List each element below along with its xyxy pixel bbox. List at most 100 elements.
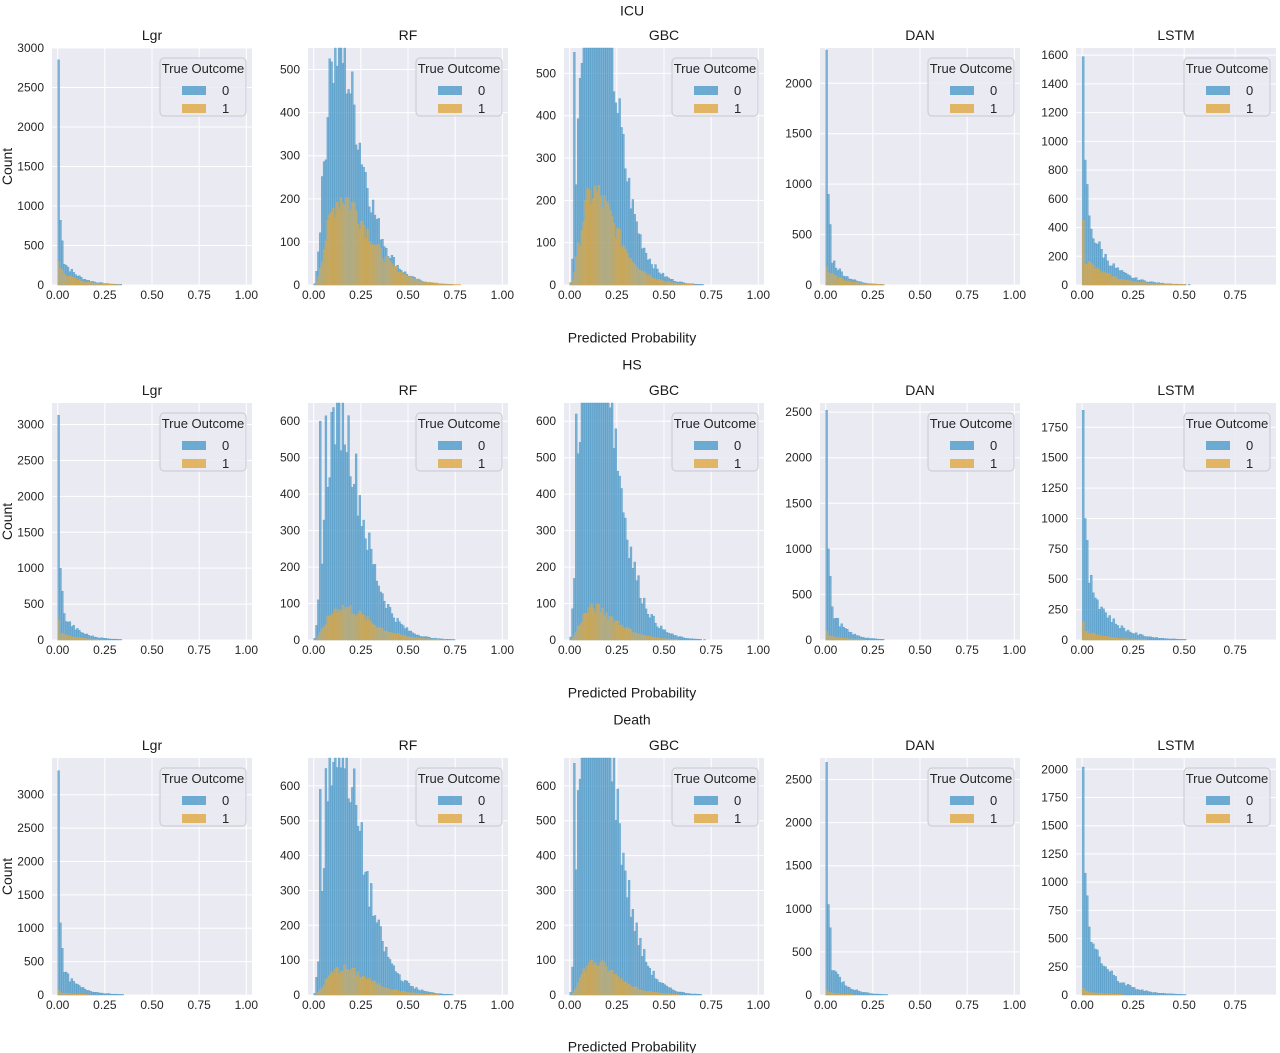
histogram-bar [319, 421, 322, 641]
histogram-bar [882, 994, 885, 996]
histogram-bar [865, 283, 868, 286]
histogram-bar [618, 980, 621, 996]
histogram-bar [421, 281, 424, 286]
y-tick-label: 1000 [785, 902, 812, 916]
histogram-bar [437, 283, 441, 286]
histogram-bar [80, 993, 83, 996]
histogram-bar [859, 283, 862, 286]
histogram-bar [1126, 983, 1130, 996]
histogram-bar [605, 201, 608, 286]
panel-title: RF [399, 737, 418, 753]
y-tick-label: 600 [280, 779, 300, 793]
histogram-bar [648, 274, 651, 286]
y-tick-label: 500 [24, 597, 44, 611]
histogram-bar [618, 624, 621, 641]
histogram-bar [417, 637, 420, 641]
histogram-bar [368, 977, 371, 996]
y-tick-label: 1500 [785, 127, 812, 141]
histogram-bar [322, 868, 326, 996]
histogram-bar [70, 636, 73, 641]
panel-title: DAN [905, 737, 935, 753]
histogram-bar [63, 972, 66, 996]
legend-swatch [950, 814, 974, 823]
histogram-bar [1114, 276, 1118, 286]
legend: True Outcome 0 1 [159, 767, 247, 827]
x-tick-label: 0.50 [396, 643, 420, 657]
histogram-bar [595, 191, 599, 286]
histogram-bar [688, 993, 691, 996]
histogram-bar [1098, 634, 1101, 641]
histogram-bar [660, 638, 663, 641]
histogram-bar [70, 978, 73, 996]
histogram-bar [324, 624, 328, 641]
histogram-bar [656, 637, 659, 641]
histogram-bar [1083, 518, 1087, 641]
x-tick-label: 0.25 [1121, 998, 1145, 1012]
histogram-bar [1163, 993, 1167, 996]
histogram-bar [449, 284, 452, 286]
histogram-bar [1157, 993, 1160, 996]
histogram-bar [844, 280, 847, 286]
histogram-bar [66, 993, 70, 996]
histogram-bar [97, 639, 100, 641]
y-tick-label: 1500 [17, 160, 44, 174]
histogram-bar [597, 757, 601, 996]
histogram-bar [328, 975, 331, 996]
histogram-bar [324, 415, 328, 641]
legend: True Outcome 0 1 [671, 767, 759, 827]
histogram-bar [1149, 636, 1152, 641]
histogram-bar [368, 620, 371, 641]
histogram-bar [1161, 283, 1164, 286]
histogram-bar [652, 615, 655, 641]
histogram-bar [1118, 982, 1122, 996]
histogram-bar [313, 993, 316, 996]
histogram-bar [633, 561, 636, 641]
histogram-bar [1090, 992, 1093, 996]
histogram-bar [1094, 634, 1097, 641]
histogram-bar [1100, 993, 1103, 996]
histogram-bar [573, 990, 576, 996]
histogram-bar [827, 194, 830, 286]
legend-entry: 1 [222, 101, 229, 116]
histogram-bar [61, 632, 64, 641]
legend-entry: 0 [478, 793, 485, 808]
x-tick-label: 0.00 [558, 643, 582, 657]
histogram-bar [650, 992, 653, 996]
histogram-bar [1110, 993, 1113, 996]
histogram-bar [667, 281, 670, 286]
histogram-bar [89, 994, 92, 996]
histogram-bar [825, 989, 828, 996]
legend-swatch [1206, 814, 1230, 823]
histogram-bar [337, 757, 341, 996]
histogram-bar [422, 281, 426, 286]
y-tick-label: 1500 [785, 496, 812, 510]
legend-swatch [438, 459, 462, 468]
histogram-bar [825, 410, 828, 641]
histogram-bar [337, 402, 341, 641]
histogram-bar [1112, 618, 1115, 641]
histogram-bar [1134, 989, 1138, 996]
legend-swatch [950, 104, 974, 113]
histogram-bar [1092, 265, 1095, 286]
histogram-bar [360, 614, 363, 641]
histogram-bar [586, 757, 589, 996]
histogram-bar [842, 993, 845, 996]
histogram-bar [618, 228, 621, 286]
histogram-bar [569, 284, 572, 286]
histogram-bar [339, 197, 343, 286]
histogram-bar [616, 976, 619, 996]
y-tick-label: 500 [536, 814, 556, 828]
histogram-bar [366, 979, 369, 996]
histogram-bar [400, 271, 403, 286]
histogram-bar [108, 993, 111, 996]
histogram-bar [592, 608, 595, 641]
histogram-bar [1090, 575, 1093, 641]
histogram-bar [1167, 993, 1171, 996]
histogram-bar [701, 284, 704, 286]
histogram-bar [366, 871, 369, 996]
legend-swatch [694, 441, 718, 450]
histogram-bar [573, 52, 576, 286]
x-tick-label: 1.00 [235, 288, 259, 302]
y-tick-label: 1600 [1041, 48, 1068, 62]
y-tick-label: 2000 [1041, 762, 1068, 776]
